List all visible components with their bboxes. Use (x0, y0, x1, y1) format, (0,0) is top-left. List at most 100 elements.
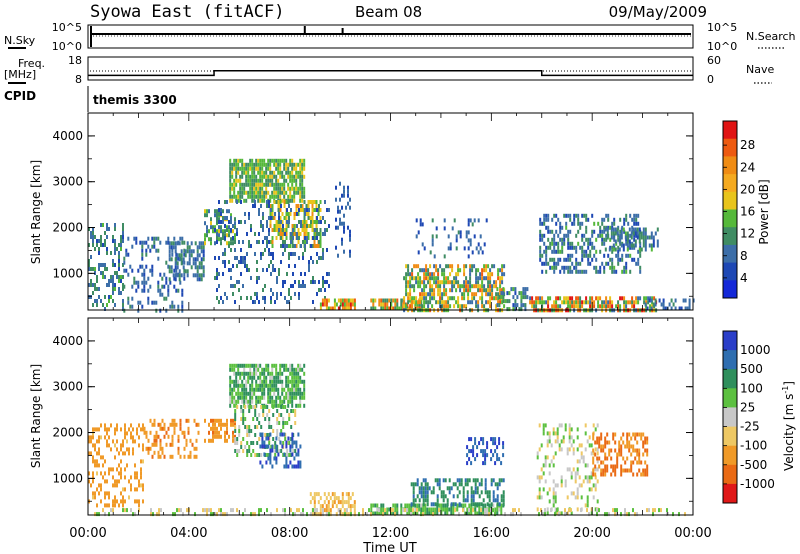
data-cell (231, 399, 234, 404)
data-cell (238, 433, 241, 437)
data-cell (283, 162, 286, 167)
data-cell (267, 162, 270, 167)
data-cell (407, 292, 410, 297)
data-cell (495, 292, 498, 297)
data-cell (104, 307, 106, 311)
data-cell (563, 233, 566, 238)
data-cell (270, 216, 272, 220)
data-cell (174, 277, 177, 282)
data-cell (341, 496, 344, 501)
data-cell (684, 512, 686, 517)
data-cell (600, 472, 603, 477)
data-cell (577, 300, 580, 305)
data-cell (317, 208, 320, 212)
data-cell (427, 304, 430, 309)
data-cell (612, 235, 615, 240)
data-cell (310, 220, 312, 224)
data-cell (594, 447, 597, 452)
data-cell (608, 512, 610, 517)
data-cell (590, 451, 593, 456)
data-cell (477, 284, 480, 289)
data-cell (626, 247, 629, 252)
data-cell (345, 500, 348, 505)
data-cell (253, 375, 256, 380)
data-cell (339, 508, 342, 513)
data-cell (474, 502, 477, 507)
data-cell (289, 178, 292, 183)
data-cell (632, 231, 635, 236)
data-cell (575, 296, 578, 301)
data-cell (123, 308, 126, 313)
data-cell (341, 241, 343, 246)
data-cell (290, 236, 292, 240)
data-cell (165, 240, 168, 245)
data-cell (520, 299, 523, 304)
data-cell (477, 304, 480, 309)
data-cell (297, 212, 300, 216)
data-cell (243, 190, 246, 195)
data-cell (269, 371, 272, 376)
data-cell (343, 229, 345, 234)
data-cell (268, 425, 271, 429)
data-cell (323, 298, 326, 303)
data-cell (611, 261, 614, 266)
data-cell (242, 437, 245, 441)
data-cell (289, 244, 292, 248)
data-cell (427, 292, 430, 297)
data-cell (262, 409, 265, 413)
data-cell (248, 449, 251, 453)
data-cell (106, 503, 108, 508)
data-cell (122, 231, 124, 235)
data-cell (311, 512, 314, 517)
data-cell (261, 371, 264, 376)
data-cell (485, 218, 488, 223)
data-cell (630, 460, 633, 465)
data-cell (618, 247, 621, 252)
data-cell (272, 429, 275, 433)
data-cell (254, 232, 256, 236)
data-cell (129, 264, 132, 269)
data-cell (276, 280, 278, 284)
data-cell (122, 499, 124, 504)
data-cell (245, 371, 248, 376)
data-cell (188, 249, 191, 254)
data-cell (299, 178, 302, 183)
data-cell (496, 453, 499, 458)
data-cell (572, 467, 575, 472)
data-cell (558, 423, 561, 428)
data-cell (566, 447, 569, 452)
data-cell (240, 405, 243, 409)
data-cell (145, 252, 148, 257)
data-cell (554, 439, 557, 444)
data-cell (157, 422, 160, 427)
data-cell (262, 296, 264, 300)
data-cell (575, 249, 578, 254)
data-cell (445, 276, 448, 281)
data-cell (455, 276, 458, 281)
data-cell (566, 451, 569, 456)
data-cell (543, 249, 546, 254)
data-cell (644, 440, 647, 445)
data-cell (224, 236, 226, 240)
data-cell (253, 162, 256, 167)
data-cell (165, 442, 168, 447)
data-cell (214, 434, 216, 439)
data-cell (620, 448, 623, 453)
data-cell (247, 194, 250, 199)
data-cell (202, 241, 205, 246)
velocity-colorbar-tick-label: 100 (740, 381, 763, 395)
data-cell (569, 253, 572, 258)
data-cell (439, 284, 442, 289)
data-cell (470, 508, 472, 513)
data-cell (108, 471, 110, 476)
data-cell (237, 391, 240, 396)
data-cell (168, 249, 171, 254)
data-cell (644, 302, 647, 307)
data-cell (279, 371, 282, 376)
data-cell (549, 265, 552, 270)
data-cell (432, 490, 435, 495)
data-cell (341, 298, 344, 303)
data-cell (298, 284, 300, 288)
data-cell (100, 423, 102, 428)
data-cell (503, 272, 506, 277)
